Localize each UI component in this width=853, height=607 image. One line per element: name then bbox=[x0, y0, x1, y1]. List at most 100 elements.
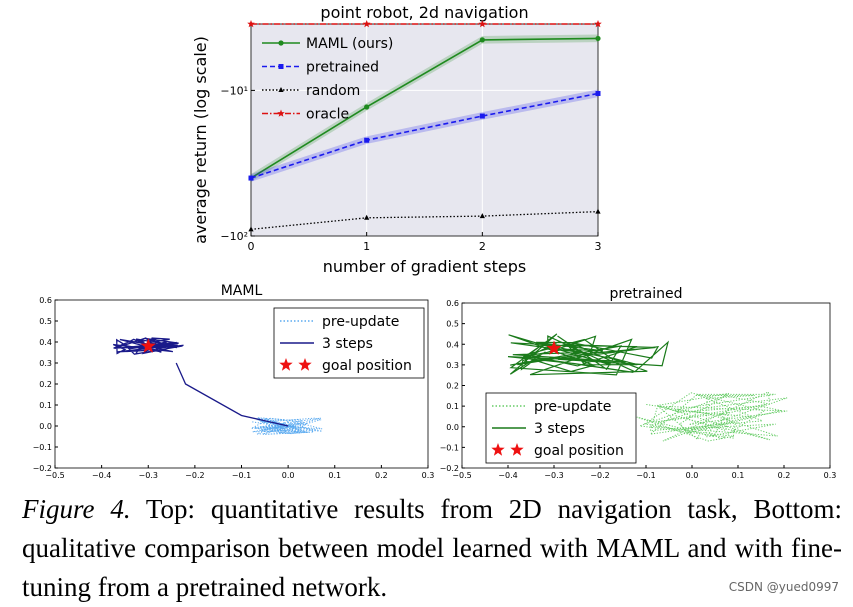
plot-title: MAML bbox=[221, 283, 263, 299]
y-tick-label: 0.6 bbox=[446, 299, 459, 308]
y-tick-label: 0.6 bbox=[39, 296, 52, 305]
data-point bbox=[362, 20, 371, 28]
x-tick-label: 0.0 bbox=[686, 471, 699, 480]
x-tick-label: −0.1 bbox=[636, 471, 655, 480]
legend-marker bbox=[298, 358, 312, 371]
y-tick-label: 0.3 bbox=[446, 361, 459, 370]
x-tick-label: 2 bbox=[479, 240, 486, 253]
data-point bbox=[248, 226, 254, 232]
figure-canvas: 0 1 2 3 −10¹ −10² point robot, 2d navigation nu… bbox=[33, 3, 837, 480]
data-point bbox=[595, 90, 601, 96]
legend-marker bbox=[510, 443, 524, 456]
figure-caption: Figure 4. Top: quantitative results from… bbox=[22, 490, 842, 607]
y-tick-label: 0.4 bbox=[446, 340, 459, 349]
series-line bbox=[250, 92, 599, 179]
data-point bbox=[248, 175, 254, 181]
legend-label: oracle bbox=[306, 107, 349, 123]
legend-marker bbox=[277, 109, 285, 117]
x-tick-label: 1 bbox=[363, 240, 370, 253]
legend-marker bbox=[278, 40, 284, 46]
legend-label: 3 steps bbox=[534, 421, 585, 437]
series-oracle bbox=[247, 20, 602, 28]
data-point bbox=[247, 20, 255, 28]
legend-label: goal position bbox=[322, 358, 412, 374]
data-point bbox=[595, 208, 601, 214]
y-tick-label: 0.0 bbox=[446, 423, 459, 432]
caption-text: Top: quantitative results from 2D naviga… bbox=[22, 494, 843, 602]
legend-label: MAML (ours) bbox=[306, 36, 393, 52]
data-point bbox=[479, 113, 485, 119]
x-tick-label: −0.3 bbox=[544, 471, 563, 480]
legend-marker bbox=[278, 64, 284, 69]
data-point bbox=[364, 214, 370, 220]
series-line bbox=[250, 37, 599, 179]
adapted-trajectory bbox=[507, 333, 670, 376]
data-point bbox=[594, 20, 602, 28]
trajectory-plot-pretrained: pretrained −0.5 −0.4 −0.3 −0.2 −0.1 0.0 0.1 0.2 0… bbox=[440, 286, 837, 480]
data-point bbox=[478, 20, 487, 28]
x-tick-label: 0.1 bbox=[328, 471, 341, 480]
legend-label: 3 steps bbox=[322, 336, 373, 352]
x-tick-label: 0.3 bbox=[824, 471, 837, 480]
y-tick-label: 0.3 bbox=[39, 359, 52, 368]
y-tick-label: −10¹ bbox=[220, 84, 248, 97]
y-tick-label: −0.2 bbox=[33, 464, 52, 473]
legend: pre-update 3 steps goal position bbox=[485, 392, 637, 464]
x-tick-label: −0.2 bbox=[590, 471, 609, 480]
x-tick-label: −0.1 bbox=[232, 471, 251, 480]
y-tick-label: −0.2 bbox=[440, 464, 459, 473]
data-point bbox=[479, 37, 485, 43]
x-tick-label: 0.2 bbox=[778, 471, 791, 480]
y-tick-label: 0.4 bbox=[39, 338, 52, 347]
pre-update-trajectory bbox=[636, 391, 788, 442]
top-line-chart: 0 1 2 3 −10¹ −10² point robot, 2d navigation nu… bbox=[191, 3, 602, 276]
x-tick-label: −0.5 bbox=[452, 471, 471, 480]
y-tick-label: −0.1 bbox=[440, 443, 459, 452]
series-random bbox=[248, 208, 601, 232]
data-point bbox=[364, 137, 370, 143]
x-tick-label: −0.3 bbox=[139, 471, 158, 480]
x-tick-label: 0.3 bbox=[422, 471, 435, 480]
legend-marker bbox=[278, 87, 284, 92]
y-axis-label: average return (log scale) bbox=[191, 36, 210, 244]
x-tick-label: −0.2 bbox=[185, 471, 204, 480]
legend-marker bbox=[279, 358, 293, 371]
x-tick-label: −0.5 bbox=[45, 471, 64, 480]
data-point bbox=[364, 104, 370, 110]
caption-label: Figure 4. bbox=[22, 494, 131, 524]
legend-label: pretrained bbox=[306, 60, 379, 76]
legend: pre-update 3 steps goal position bbox=[273, 307, 425, 379]
goal-star bbox=[140, 338, 156, 353]
legend: MAML (ours) pretrained random oracle bbox=[262, 36, 393, 123]
x-tick-label: 0.0 bbox=[282, 471, 295, 480]
legend-label: pre-update bbox=[322, 314, 399, 330]
goal-star bbox=[546, 340, 562, 355]
chart-title: point robot, 2d navigation bbox=[320, 3, 528, 22]
data-point bbox=[595, 35, 601, 42]
y-tick-label: 0.2 bbox=[446, 382, 459, 391]
legend-label: pre-update bbox=[534, 399, 611, 415]
y-tick-label: 0.0 bbox=[39, 422, 52, 431]
watermark: CSDN @yued0997 bbox=[728, 580, 839, 594]
x-tick-label: 0.1 bbox=[732, 471, 745, 480]
y-tick-label: 0.5 bbox=[39, 317, 52, 326]
legend-label: goal position bbox=[534, 443, 624, 459]
confidence-band bbox=[251, 89, 598, 182]
trajectory-plot-MAML: MAML −0.5 −0.4 −0.3 −0.2 −0.1 0.0 0.1 0.2 0.3 −0.2… bbox=[33, 283, 435, 480]
y-tick-label: 0.1 bbox=[446, 402, 459, 411]
series-pretrained bbox=[248, 89, 601, 182]
legend-marker bbox=[491, 443, 505, 456]
x-axis-label: number of gradient steps bbox=[323, 257, 526, 276]
adapted-path bbox=[175, 362, 289, 427]
plot-background bbox=[251, 24, 598, 236]
y-tick-label: −10² bbox=[220, 230, 248, 243]
x-tick-label: 0 bbox=[248, 240, 255, 253]
x-tick-label: −0.4 bbox=[498, 471, 517, 480]
x-tick-label: 0.2 bbox=[375, 471, 388, 480]
x-tick-label: −0.4 bbox=[92, 471, 111, 480]
y-tick-label: −0.1 bbox=[33, 443, 52, 452]
legend-label: random bbox=[306, 83, 360, 99]
y-tick-label: 0.1 bbox=[39, 401, 52, 410]
data-point bbox=[479, 213, 485, 219]
plot-title: pretrained bbox=[609, 286, 682, 302]
